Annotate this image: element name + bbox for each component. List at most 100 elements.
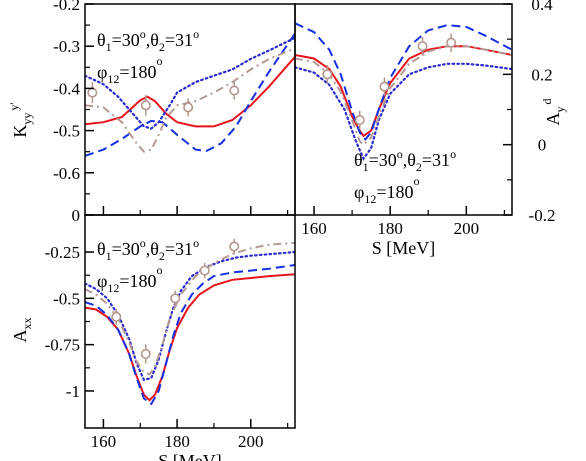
data-point xyxy=(140,348,151,359)
annotation-angles: θ1=30o,θ2=31o xyxy=(354,147,456,174)
y-tick-label: -0.75 xyxy=(45,336,80,355)
annotation-part: =30 xyxy=(112,30,140,50)
annotation-part: 2 xyxy=(416,160,422,174)
panel-axx: -1 -0.75 -0.5 -0.25 160 180 200 S [MeV] Axx θ1=30… xyxy=(10,214,296,461)
annotation-part: =31 xyxy=(165,239,193,259)
y-axis-label-sub: y xyxy=(553,107,567,113)
y-tick-label: 0.4 xyxy=(531,0,553,14)
annotation-part: o xyxy=(414,174,420,188)
annotation-part: o xyxy=(140,27,146,41)
x-tick-label: 180 xyxy=(377,219,403,238)
y-axis-label-main: A xyxy=(10,330,30,343)
x-axis-label: S [MeV] xyxy=(158,451,222,461)
data-point xyxy=(199,265,210,276)
series-solid-line xyxy=(85,56,295,128)
y-axis-label-sup: d xyxy=(540,99,554,105)
annotation-part: o xyxy=(450,147,456,161)
y-axis-label-sub: xx xyxy=(20,318,34,330)
y-tick-label: 0 xyxy=(72,206,81,225)
series-solid-line xyxy=(295,45,512,138)
annotation-part: 1 xyxy=(106,40,112,54)
series-dashdot-line xyxy=(85,241,295,376)
data-point xyxy=(379,81,390,92)
annotation-part: 12 xyxy=(107,281,119,295)
annotation-part: 1 xyxy=(106,249,112,263)
annotation-part: o xyxy=(193,236,199,250)
y-axis-label-sup: y' xyxy=(7,102,21,110)
series-dashed-line xyxy=(85,32,295,157)
y-tick-label: -0.5 xyxy=(53,122,80,141)
y-tick-label: -1 xyxy=(66,382,80,401)
y-axis-label: Kyy y' xyxy=(7,102,34,137)
annotation-angles: θ1=30o,θ2=31o xyxy=(97,236,199,263)
annotation-part: o xyxy=(157,263,163,277)
annotation-part: o xyxy=(397,147,403,161)
annotation-part: =180 xyxy=(376,182,413,202)
annotation-part: =180 xyxy=(119,62,156,82)
annotation-part: φ xyxy=(354,182,364,202)
panel-kyy: 0-0.6-0.5-0.4-0.3-0.2Kyyy'θ1=30o,θ2=31oφ… xyxy=(7,0,296,225)
x-tick-label: 200 xyxy=(238,432,264,451)
data-point xyxy=(87,87,98,98)
annotation-part: ,θ xyxy=(146,30,159,50)
series-group xyxy=(295,22,512,161)
series-dashdot-line xyxy=(85,47,295,153)
annotation-part: φ xyxy=(97,271,107,291)
annotation-part: θ xyxy=(97,30,106,50)
annotation-part: o xyxy=(193,27,199,41)
y-tick-label: -0.5 xyxy=(53,289,80,308)
series-dotted-line xyxy=(85,36,295,130)
data-point xyxy=(322,69,333,80)
data-point xyxy=(354,115,365,126)
series-dashed-line xyxy=(85,264,295,406)
series-dashdot-line xyxy=(295,45,512,147)
annotation-part: ,θ xyxy=(146,239,159,259)
data-point xyxy=(140,100,151,111)
annotation-part: 12 xyxy=(364,192,376,206)
x-tick-label: 180 xyxy=(164,432,190,451)
y-tick-label: -0.25 xyxy=(45,243,80,262)
y-tick-label: -0.3 xyxy=(53,37,80,56)
data-point xyxy=(417,41,428,52)
data-point xyxy=(446,37,457,48)
annotation-part: θ xyxy=(97,239,106,259)
annotation-part: =30 xyxy=(369,150,397,170)
series-group xyxy=(85,32,295,157)
x-axis-label: S [MeV] xyxy=(372,238,436,258)
y-tick-label: 0 xyxy=(538,136,547,155)
y-axis-label-main: K xyxy=(10,125,30,138)
y-axis-label: Axx xyxy=(10,318,34,343)
annotation-part: =31 xyxy=(422,150,450,170)
y-tick-label: -0.4 xyxy=(53,79,80,98)
annotation-part: 2 xyxy=(159,249,165,263)
data-point xyxy=(183,102,194,113)
y-tick-label: -0.2 xyxy=(529,206,556,225)
annotation-part: θ xyxy=(354,150,363,170)
y-axis-label: Ayd xyxy=(540,99,567,126)
annotation-part: =180 xyxy=(119,271,156,291)
y-tick-label: -0.6 xyxy=(53,164,80,183)
annotation-phi: φ12=180o xyxy=(97,54,163,86)
annotation-part: ,θ xyxy=(403,150,416,170)
y-axis-label-sub: yy xyxy=(20,113,34,125)
x-tick-label: 160 xyxy=(301,219,327,238)
y-tick-label: 0.2 xyxy=(531,65,552,84)
x-tick-label: 160 xyxy=(91,432,117,451)
annotation-phi: φ12=180o xyxy=(97,263,163,295)
annotation-part: φ xyxy=(97,62,107,82)
series-dotted-line xyxy=(295,62,512,161)
annotation-part: =30 xyxy=(112,239,140,259)
y-tick-label: -0.2 xyxy=(53,0,80,14)
annotation-part: =31 xyxy=(165,30,193,50)
annotation-angles: θ1=30o,θ2=31o xyxy=(97,27,199,54)
annotation-part: 1 xyxy=(363,160,369,174)
data-point xyxy=(229,85,240,96)
y-axis-label-main: A xyxy=(543,113,563,126)
annotation-part: o xyxy=(140,236,146,250)
data-point xyxy=(111,311,122,322)
annotation-phi: φ12=180o xyxy=(354,174,420,206)
data-point xyxy=(170,293,181,304)
series-group xyxy=(85,238,295,406)
